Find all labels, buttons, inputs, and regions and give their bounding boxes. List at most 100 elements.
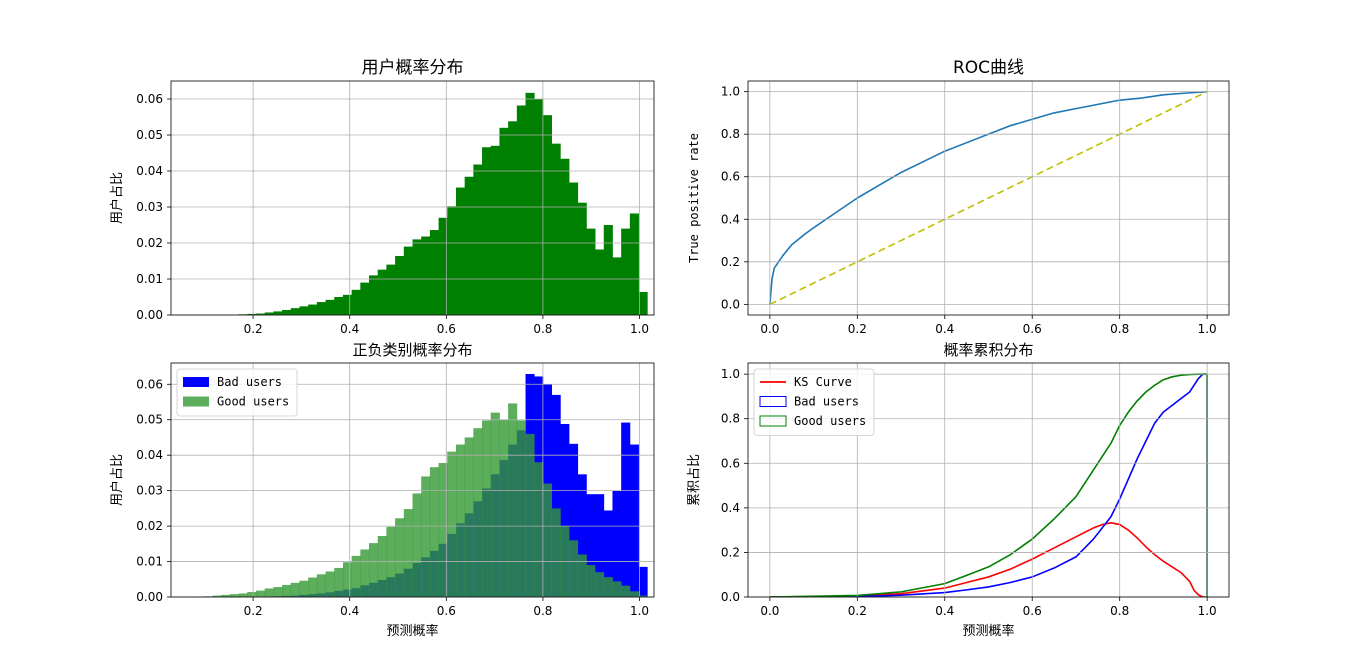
y-tick-label: 0.04: [136, 448, 163, 462]
y-tick-label: 1.0: [721, 367, 740, 381]
y-tick-label: 0.2: [721, 255, 740, 269]
y-tick-label: 0.02: [136, 519, 163, 533]
bar: [256, 590, 266, 597]
x-tick-label: 1.0: [1198, 604, 1217, 618]
bar: [325, 571, 335, 597]
bar: [621, 585, 631, 597]
bar: [377, 269, 387, 315]
bar: [334, 297, 344, 315]
series-line-ks-curve: [769, 521, 1208, 597]
bar: [482, 147, 492, 315]
y-tick-label: 0.02: [136, 236, 163, 250]
x-tick-label: 0.4: [935, 604, 954, 618]
bar: [603, 225, 613, 315]
x-tick-label: 0.6: [1023, 604, 1042, 618]
bar: [412, 493, 422, 597]
bar: [212, 595, 222, 597]
bar: [238, 593, 248, 597]
bar: [629, 444, 639, 597]
x-tick-label: 1.0: [630, 604, 649, 618]
bar: [290, 308, 300, 315]
bar: [638, 595, 648, 597]
legend: KS Curve Bad users Good users: [753, 368, 875, 436]
y-axis-label: 用户占比: [109, 454, 125, 506]
bar: [308, 577, 318, 597]
bar: [525, 433, 535, 597]
bar: [229, 594, 240, 597]
y-tick-label: 1.0: [721, 85, 740, 99]
x-tick-label: 1.0: [630, 322, 649, 336]
x-tick-label: 0.8: [1110, 322, 1129, 336]
chart-title: 正负类别概率分布: [352, 341, 472, 359]
bar: [629, 213, 639, 315]
series-line-good-users: [769, 373, 1208, 597]
chart-3: 0.2 0.4 0.6 0.8 1.0 0.00 0.01 0.02 0.03 0.04 0.05 0…: [109, 341, 655, 639]
bar: [508, 403, 518, 597]
bar: [421, 476, 431, 597]
bar: [595, 249, 605, 315]
bar: [316, 574, 326, 597]
bar: [595, 494, 605, 597]
legend-label: KS Curve: [794, 375, 852, 389]
y-tick-label: 0.2: [721, 545, 740, 559]
bar: [560, 423, 570, 597]
bar: [247, 313, 257, 315]
legend-label: Bad users: [217, 375, 282, 389]
legend-swatch: [759, 396, 787, 407]
x-axis-label: 预测概率: [962, 623, 1014, 639]
plot-area: [769, 90, 1208, 306]
legend-label: Good users: [794, 414, 866, 428]
legend-swatch: [183, 396, 209, 407]
x-tick-label: 0.8: [533, 604, 552, 618]
bar: [221, 594, 231, 597]
bar: [273, 311, 283, 315]
x-tick-label: 0.4: [340, 604, 359, 618]
bar: [369, 543, 379, 597]
bar: [395, 255, 405, 315]
y-tick-label: 0.01: [136, 555, 163, 569]
bar: [516, 105, 526, 315]
x-tick-label: 0.4: [935, 322, 954, 336]
bar: [282, 584, 292, 597]
chart-2: 0.0 0.2 0.4 0.6 0.8 1.0 0.0 0.2 0.4 0.6 0.8 1.0 ROC曲…: [687, 58, 1230, 336]
bar: [499, 419, 509, 597]
bar: [438, 217, 448, 315]
x-tick-label: 0.2: [244, 322, 263, 336]
bar: [377, 536, 387, 597]
bar: [421, 236, 431, 315]
y-tick-label: 0.6: [721, 170, 740, 184]
bar: [360, 549, 370, 597]
series-line-roc-curve: [769, 90, 1208, 305]
bar: [577, 474, 587, 597]
x-tick-label: 0.8: [533, 322, 552, 336]
bar: [490, 145, 500, 315]
bar: [551, 143, 561, 315]
x-axis-label: 预测概率: [386, 623, 438, 639]
bar: [386, 264, 396, 315]
bar: [621, 422, 631, 597]
axes-frame: [747, 80, 1230, 316]
axes-frame: [170, 80, 655, 316]
bar: [621, 228, 631, 315]
x-tick-label: 0.2: [848, 604, 867, 618]
y-tick-label: 0.03: [136, 200, 163, 214]
bar: [264, 312, 274, 315]
y-tick-label: 0.06: [136, 377, 163, 391]
bar: [282, 309, 292, 315]
axes-frame: [170, 362, 655, 598]
bar: [612, 490, 622, 597]
axes-frame: [747, 362, 1230, 598]
series-histogram: [238, 92, 648, 315]
bar: [473, 164, 483, 315]
bar: [586, 565, 596, 597]
y-tick-label: 0.0: [721, 590, 740, 604]
bar: [560, 158, 570, 315]
bar: [403, 246, 413, 315]
bar: [369, 275, 379, 315]
y-tick-label: 0.8: [721, 412, 740, 426]
bar: [264, 588, 274, 597]
bar: [299, 580, 309, 597]
bar: [308, 304, 318, 315]
bar: [299, 306, 309, 315]
